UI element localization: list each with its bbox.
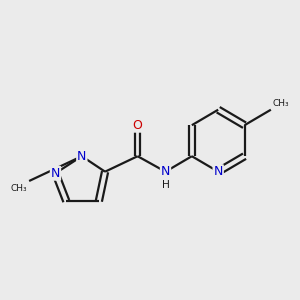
Text: N: N [161, 165, 170, 178]
Text: N: N [51, 167, 60, 180]
Text: O: O [133, 119, 142, 132]
Text: CH₃: CH₃ [272, 99, 289, 108]
Text: N: N [77, 150, 86, 163]
Text: N: N [214, 165, 223, 178]
Text: CH₃: CH₃ [11, 184, 28, 193]
Text: H: H [162, 180, 170, 190]
